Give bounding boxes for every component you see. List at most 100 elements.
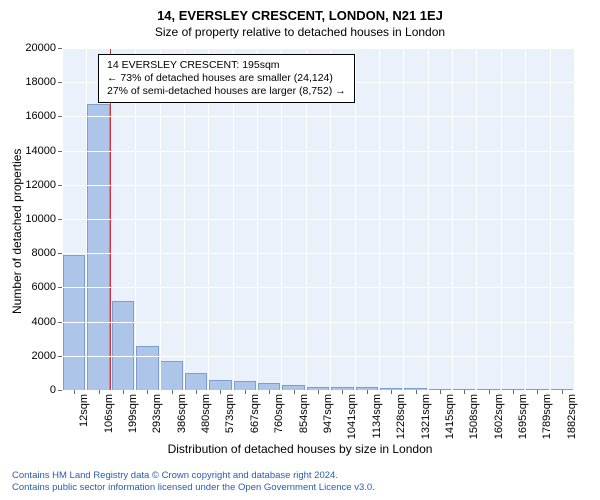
y-tick-mark (58, 253, 62, 254)
bar (234, 381, 256, 390)
x-tick-mark (220, 390, 221, 394)
y-tick-label: 4000 (6, 316, 56, 328)
info-line-2: ← 73% of detached houses are smaller (24… (107, 72, 346, 85)
x-tick-label: 573sqm (224, 394, 236, 433)
grid-line-v (452, 48, 453, 390)
grid-line-v (403, 48, 404, 390)
x-tick-label: 1789sqm (541, 394, 553, 439)
x-tick-mark (513, 390, 514, 394)
bar (136, 346, 158, 390)
x-tick-label: 480sqm (200, 394, 212, 433)
x-tick-mark (416, 390, 417, 394)
x-tick-label: 293sqm (151, 394, 163, 433)
y-tick-label: 10000 (6, 213, 56, 225)
y-tick-label: 18000 (6, 76, 56, 88)
y-tick-mark (58, 48, 62, 49)
y-tick-mark (58, 287, 62, 288)
x-tick-label: 1602sqm (493, 394, 505, 439)
x-tick-label: 760sqm (273, 394, 285, 433)
x-tick-label: 1695sqm (517, 394, 529, 439)
x-tick-label: 12sqm (78, 394, 90, 427)
y-tick-label: 8000 (6, 247, 56, 259)
y-tick-label: 6000 (6, 281, 56, 293)
y-tick-label: 20000 (6, 42, 56, 54)
x-tick-mark (464, 390, 465, 394)
grid-line-v (501, 48, 502, 390)
grid-line-h (62, 151, 574, 152)
y-tick-label: 12000 (6, 179, 56, 191)
x-tick-mark (99, 390, 100, 394)
y-tick-label: 14000 (6, 145, 56, 157)
chart-subtitle: Size of property relative to detached ho… (0, 23, 600, 39)
y-tick-mark (58, 356, 62, 357)
x-tick-mark (342, 390, 343, 394)
x-tick-mark (269, 390, 270, 394)
footer-attribution: Contains HM Land Registry data © Crown c… (12, 470, 375, 494)
y-tick-mark (58, 82, 62, 83)
grid-line-v (86, 48, 87, 390)
info-box: 14 EVERSLEY CRESCENT: 195sqm ← 73% of de… (98, 54, 355, 103)
grid-line-h (62, 322, 574, 323)
x-tick-mark (537, 390, 538, 394)
x-tick-label: 1134sqm (371, 394, 383, 438)
x-tick-label: 386sqm (176, 394, 188, 433)
x-tick-mark (391, 390, 392, 394)
footer-line-1: Contains HM Land Registry data © Crown c… (12, 470, 375, 482)
x-tick-mark (123, 390, 124, 394)
x-tick-mark (74, 390, 75, 394)
x-axis-title: Distribution of detached houses by size … (0, 442, 600, 456)
y-tick-mark (58, 322, 62, 323)
x-tick-mark (318, 390, 319, 394)
y-tick-mark (58, 185, 62, 186)
x-tick-label: 1041sqm (346, 394, 358, 439)
grid-line-v (428, 48, 429, 390)
grid-line-v (550, 48, 551, 390)
x-tick-label: 199sqm (127, 394, 139, 433)
grid-line-h (62, 356, 574, 357)
x-tick-mark (172, 390, 173, 394)
x-tick-label: 854sqm (298, 394, 310, 433)
y-tick-mark (58, 219, 62, 220)
bar (160, 361, 182, 390)
grid-line-v (525, 48, 526, 390)
x-tick-mark (294, 390, 295, 394)
footer-line-2: Contains public sector information licen… (12, 482, 375, 494)
x-tick-mark (440, 390, 441, 394)
grid-line-h (62, 219, 574, 220)
y-tick-mark (58, 116, 62, 117)
x-tick-mark (562, 390, 563, 394)
bar (209, 380, 231, 390)
x-tick-label: 1415sqm (444, 394, 456, 439)
bar (185, 373, 207, 390)
y-tick-label: 2000 (6, 350, 56, 362)
grid-line-v (574, 48, 575, 390)
y-tick-mark (58, 390, 62, 391)
x-tick-mark (196, 390, 197, 394)
x-tick-label: 1321sqm (420, 394, 432, 439)
bar (258, 383, 280, 390)
x-tick-label: 1508sqm (468, 394, 480, 439)
x-tick-label: 947sqm (322, 394, 334, 433)
info-line-1: 14 EVERSLEY CRESCENT: 195sqm (107, 59, 346, 72)
chart-title: 14, EVERSLEY CRESCENT, LONDON, N21 1EJ (0, 0, 600, 23)
grid-line-v (379, 48, 380, 390)
grid-line-h (62, 116, 574, 117)
y-tick-label: 16000 (6, 110, 56, 122)
grid-line-h (62, 287, 574, 288)
y-tick-label: 0 (6, 384, 56, 396)
info-line-3: 27% of semi-detached houses are larger (… (107, 85, 346, 98)
x-tick-label: 1882sqm (566, 394, 578, 439)
bar (87, 104, 109, 390)
y-tick-mark (58, 151, 62, 152)
grid-line-h (62, 253, 574, 254)
grid-line-v (476, 48, 477, 390)
bar (112, 301, 134, 390)
x-tick-mark (367, 390, 368, 394)
x-tick-label: 667sqm (249, 394, 261, 433)
x-tick-mark (489, 390, 490, 394)
x-tick-mark (147, 390, 148, 394)
x-tick-label: 106sqm (103, 394, 115, 433)
grid-line-v (62, 48, 63, 390)
grid-line-h (62, 185, 574, 186)
x-tick-mark (245, 390, 246, 394)
